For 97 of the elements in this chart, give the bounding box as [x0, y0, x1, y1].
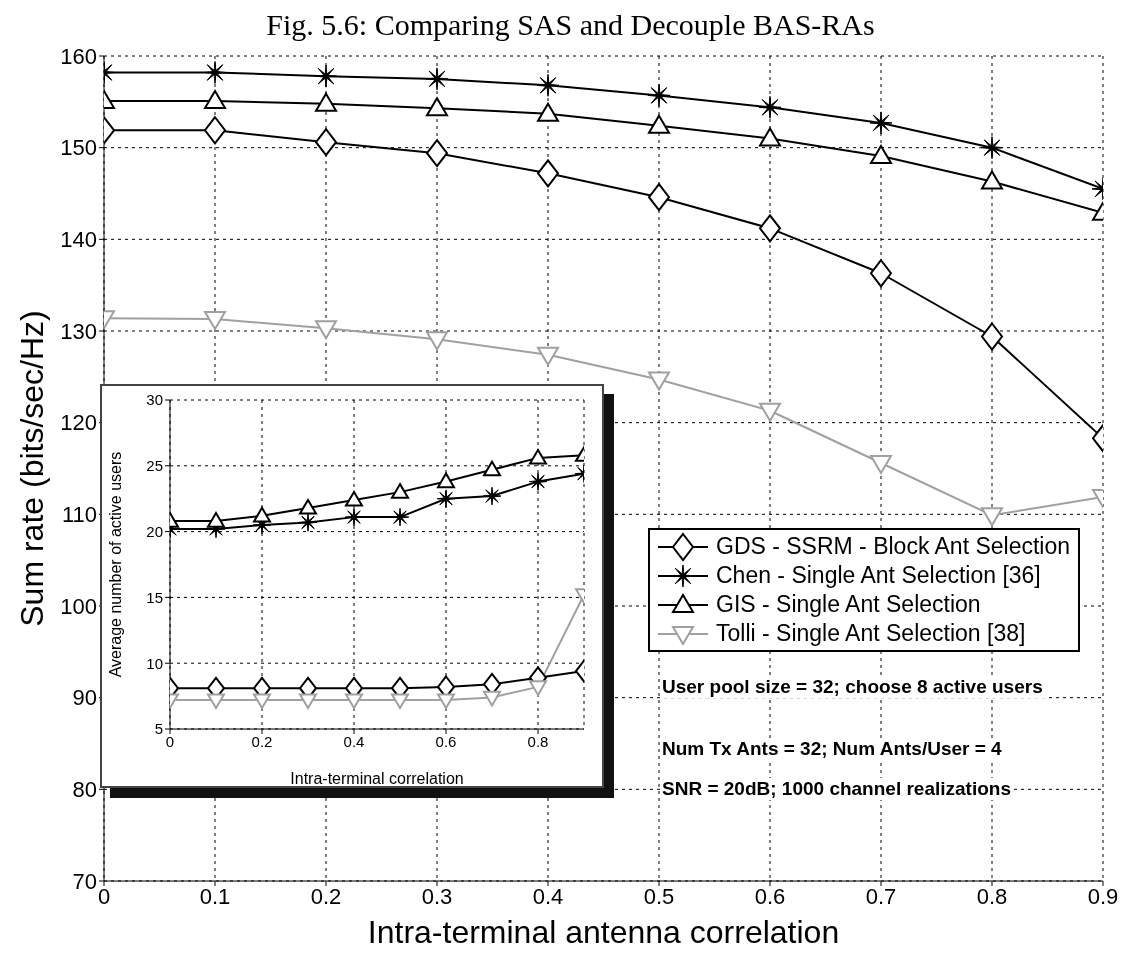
point [203, 61, 227, 84]
point [344, 507, 364, 527]
point [528, 472, 548, 491]
x-tick-label: 0.8 [976, 883, 1008, 909]
x-tick-label: 0.8 [527, 732, 549, 750]
point [253, 693, 271, 710]
y-tick-label: 110 [61, 502, 97, 528]
y-tick-label: 20 [146, 522, 163, 540]
point [345, 491, 363, 507]
point [425, 67, 449, 91]
point [426, 139, 448, 168]
y-tick-label: 90 [72, 685, 97, 711]
x-tick-label: 0.6 [435, 732, 457, 750]
point [314, 64, 338, 88]
x-tick-label: 0 [97, 883, 111, 909]
y-tick-label: 30 [146, 391, 163, 409]
point [483, 460, 501, 477]
x-tick-label: 0.2 [310, 883, 342, 909]
annotation: SNR = 20dB; 1000 channel realizations [660, 778, 1013, 800]
point [981, 322, 1003, 351]
annotation: User pool size = 32; choose 8 active users [660, 676, 1045, 698]
x-tick-label: 0.3 [421, 883, 453, 909]
y-tick-label: 140 [60, 227, 97, 253]
x-tick-label: 0.4 [532, 883, 564, 909]
point [759, 214, 781, 243]
point [315, 320, 337, 340]
y-tick-label: 10 [146, 654, 163, 672]
point [426, 331, 448, 351]
point [537, 346, 559, 366]
point [207, 693, 225, 710]
y-axis-title: Average number of active users [107, 451, 125, 678]
y-tick-label: 160 [60, 43, 97, 69]
point [870, 259, 892, 288]
x-tick-label: 0.7 [865, 883, 897, 909]
point [345, 693, 363, 710]
point [482, 486, 502, 506]
point [870, 144, 892, 164]
y-tick-label: 5 [154, 720, 163, 738]
x-axis-title: Intra-terminal correlation [290, 770, 464, 787]
point [537, 159, 559, 188]
point [391, 483, 409, 499]
x-tick-label: 0.4 [343, 732, 365, 750]
legend-label: Chen - Single Ant Selection [36] [716, 562, 1041, 589]
point [981, 170, 1003, 190]
point [647, 83, 671, 107]
legend-label: Tolli - Single Ant Selection [38] [716, 620, 1026, 647]
y-tick-label: 150 [60, 135, 97, 161]
y-tick-label: 15 [146, 588, 163, 606]
point [390, 507, 410, 527]
point [437, 693, 455, 710]
point [759, 402, 781, 422]
point [758, 95, 782, 119]
x-axis-title: Intra-terminal antenna correlation [367, 914, 840, 950]
point [315, 128, 337, 157]
y-tick-label: 25 [146, 457, 163, 475]
point [648, 371, 670, 391]
point [759, 127, 781, 147]
point [870, 455, 892, 474]
point [980, 136, 1004, 160]
point [869, 111, 893, 135]
point [204, 89, 226, 109]
point [536, 73, 560, 97]
y-axis-title: Sum rate (bits/sec/Hz) [13, 310, 50, 627]
x-tick-label: 0.5 [643, 883, 675, 909]
point [537, 102, 559, 122]
chart-title: Fig. 5.6: Comparing SAS and Decouple BAS-RAs [265, 8, 876, 42]
point [981, 507, 1003, 527]
annotation: Num Tx Ants = 32; Num Ants/User = 4 [660, 738, 1004, 760]
legend-label: GDS - SSRM - Block Ant Selection [716, 533, 1071, 560]
point [207, 512, 225, 528]
point [436, 489, 456, 508]
x-tick-label: 0.2 [251, 732, 273, 750]
point [529, 680, 547, 696]
y-tick-label: 120 [60, 410, 97, 436]
point [299, 693, 317, 710]
y-tick-label: 130 [60, 318, 97, 344]
point [204, 116, 226, 145]
point [204, 311, 226, 331]
point [648, 183, 670, 212]
point [483, 690, 501, 707]
point [648, 114, 670, 134]
point [315, 92, 337, 112]
point [253, 506, 271, 523]
legend-label: GIS - Single Ant Selection [716, 591, 981, 618]
point [299, 498, 317, 515]
point [391, 693, 409, 710]
x-tick-label: 0 [165, 732, 175, 750]
y-tick-label: 100 [60, 593, 97, 619]
y-tick-label: 80 [72, 777, 97, 803]
x-tick-label: 0.9 [1087, 883, 1119, 909]
point [437, 472, 455, 489]
point [529, 448, 547, 465]
point [426, 97, 448, 117]
point [298, 513, 318, 532]
y-tick-label: 70 [72, 868, 97, 894]
x-tick-label: 0.1 [199, 883, 231, 909]
x-tick-label: 0.6 [754, 883, 786, 909]
